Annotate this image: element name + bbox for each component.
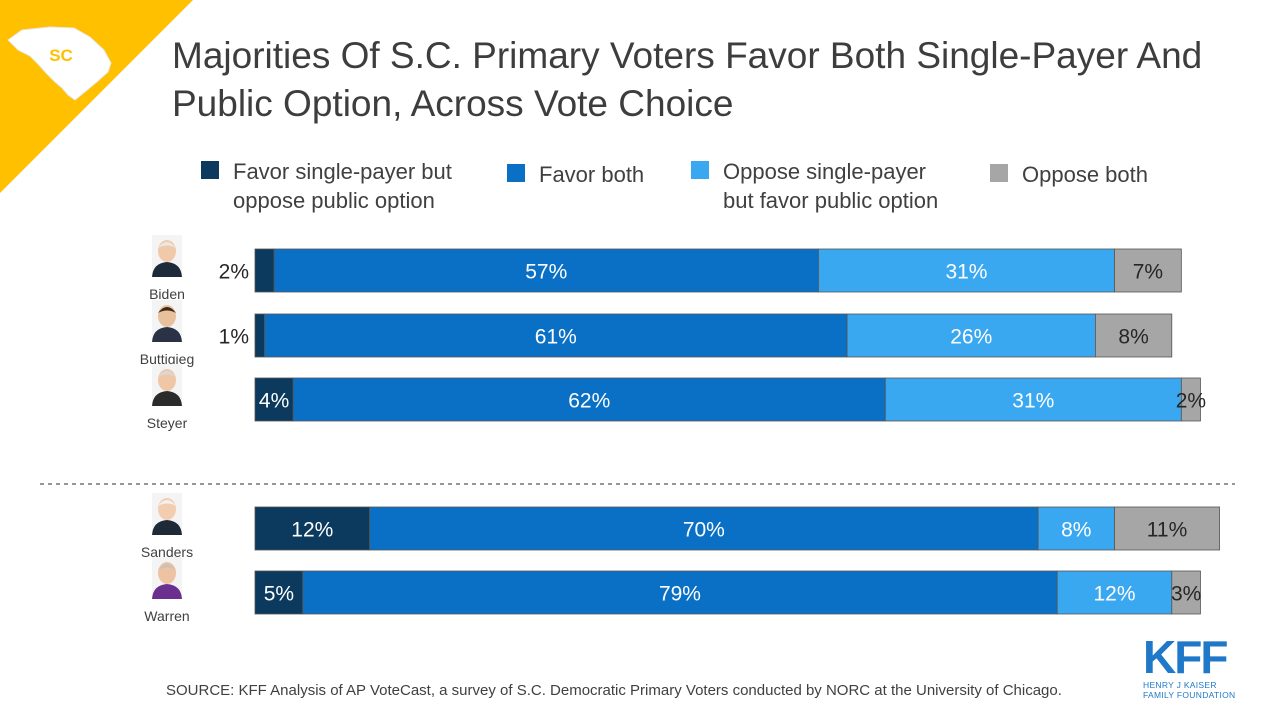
data-label: 57%	[525, 261, 567, 284]
avatar-hair	[158, 564, 176, 570]
data-label: 31%	[945, 261, 987, 284]
bar-segment	[1037, 506, 1115, 551]
bar-segment	[1114, 248, 1182, 293]
avatar-shoulders	[152, 520, 182, 535]
bar-segment	[254, 248, 275, 293]
candidate-label: Sanders	[141, 544, 193, 560]
avatar-hair	[158, 371, 176, 377]
avatar-shoulders	[152, 262, 182, 277]
data-label: 62%	[568, 390, 610, 413]
bar-segment	[1180, 377, 1201, 422]
chart-title: Majorities Of S.C. Primary Voters Favor …	[172, 35, 1203, 124]
candidate-avatar	[152, 557, 182, 599]
candidate-label: Biden	[149, 286, 185, 302]
bar-segment	[1114, 506, 1220, 551]
candidate-label: Steyer	[147, 415, 188, 431]
logo-mark: KFF	[1143, 631, 1228, 683]
bar-segment	[302, 570, 1058, 615]
candidate-avatar	[152, 300, 182, 342]
bar-segment	[254, 506, 370, 551]
data-label: 2%	[219, 261, 249, 284]
bar-segment	[884, 377, 1182, 422]
bar-segment	[292, 377, 886, 422]
data-label: 4%	[259, 390, 289, 413]
bar-segment	[846, 313, 1096, 358]
avatar-shoulders	[152, 327, 182, 342]
bar-segment	[254, 313, 265, 358]
data-label: 79%	[659, 583, 701, 606]
candidate-avatar	[152, 364, 182, 406]
data-label: 12%	[291, 519, 333, 542]
candidate-avatar	[152, 493, 182, 535]
avatar-shoulders	[152, 584, 182, 599]
south-carolina-map-icon	[7, 26, 112, 101]
bar-segment	[369, 506, 1039, 551]
avatar-hair	[158, 307, 176, 313]
bar-segment	[273, 248, 819, 293]
avatar-hair	[158, 242, 176, 248]
data-label: 12%	[1093, 583, 1135, 606]
data-label: 31%	[1012, 390, 1054, 413]
data-label: 3%	[1171, 583, 1201, 606]
data-label: 1%	[219, 326, 249, 349]
candidate-label: Buttigieg	[140, 351, 194, 367]
bar-segment	[264, 313, 848, 358]
data-label: 11%	[1147, 519, 1187, 542]
data-label: 61%	[535, 326, 577, 349]
bar-segment	[818, 248, 1115, 293]
bar-segment	[1095, 313, 1173, 358]
bars-layer: Biden 2% 57% 31% 7% Buttigieg 1% 61% 26% 8% Steyer…	[140, 235, 1220, 624]
data-label: 26%	[950, 326, 992, 349]
data-label: 2%	[1176, 390, 1206, 413]
data-label: 70%	[683, 519, 725, 542]
source-note: SOURCE: KFF Analysis of AP VoteCast, a s…	[166, 682, 1062, 699]
candidate-label: Warren	[144, 608, 189, 624]
badge-text: SC	[49, 46, 73, 65]
state-badge: SC	[0, 0, 193, 193]
data-label: 8%	[1118, 326, 1148, 349]
logo-subtitle: HENRY J KAISER FAMILY FOUNDATION	[1143, 680, 1236, 700]
bar-segment	[1171, 570, 1201, 615]
kff-logo: KFF HENRY J KAISER FAMILY FOUNDATION	[1143, 631, 1239, 700]
data-label: 7%	[1133, 261, 1163, 284]
candidate-avatar	[152, 235, 182, 277]
data-label: 8%	[1061, 519, 1091, 542]
avatar-shoulders	[152, 391, 182, 406]
avatar-hair	[158, 500, 176, 506]
data-label: 5%	[264, 583, 294, 606]
